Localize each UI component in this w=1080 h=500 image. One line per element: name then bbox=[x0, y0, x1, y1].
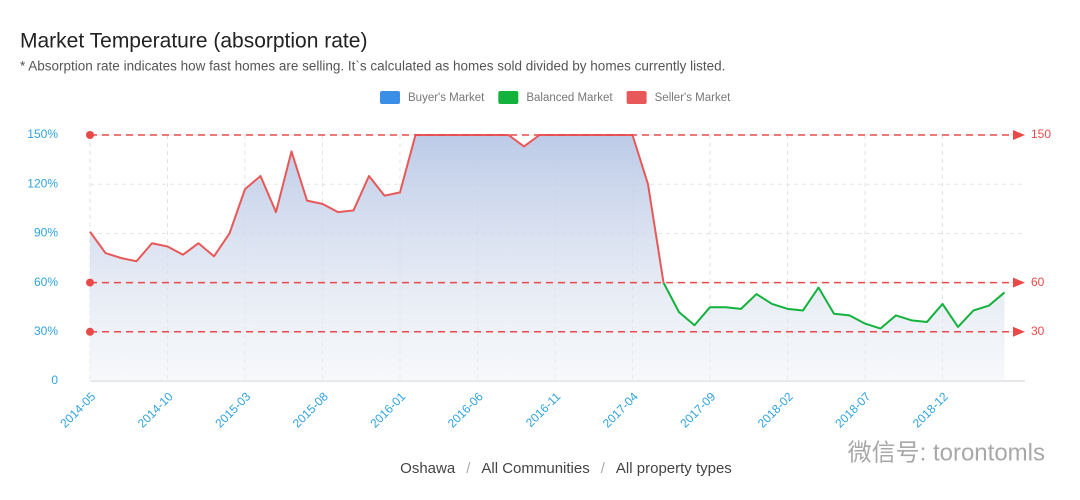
x-tick-label: 2016-06 bbox=[445, 389, 486, 430]
area bbox=[90, 135, 1005, 381]
x-tick-label: 2016-01 bbox=[367, 389, 408, 430]
breadcrumb-item: Oshawa bbox=[400, 460, 456, 477]
threshold-dot bbox=[86, 131, 94, 139]
breadcrumb: Oshawa / All Communities / All property type… bbox=[400, 460, 732, 477]
y-tick-label: 150% bbox=[27, 127, 58, 141]
x-tick-label: 2018-07 bbox=[832, 389, 873, 430]
threshold-arrow bbox=[1013, 130, 1025, 140]
breadcrumb-separator: / bbox=[466, 460, 471, 477]
x-tick-label: 2018-02 bbox=[755, 389, 796, 430]
legend-label: Balanced Market bbox=[526, 92, 613, 104]
line bbox=[662, 282, 1006, 330]
breadcrumb-separator: / bbox=[601, 460, 606, 477]
x-tick-label: 2015-03 bbox=[212, 389, 253, 430]
line bbox=[89, 134, 665, 283]
x-tick-label: 2016-11 bbox=[523, 389, 564, 430]
threshold-label: 60 bbox=[1031, 275, 1045, 289]
chart-title: Market Temperature (absorption rate) bbox=[20, 30, 367, 53]
y-tick-label: 60% bbox=[34, 275, 58, 289]
threshold-arrow bbox=[1013, 277, 1025, 288]
y-tick-label: 120% bbox=[27, 176, 58, 190]
y-tick-label: 30% bbox=[34, 324, 58, 338]
x-tick-label: 2018-12 bbox=[910, 389, 951, 430]
breadcrumb-item: All property types bbox=[616, 460, 732, 477]
threshold-label: 150 bbox=[1031, 127, 1051, 141]
legend-label: Buyer's Market bbox=[408, 92, 485, 104]
x-tick-label: 2015-08 bbox=[290, 389, 331, 430]
x-tick-label: 2017-04 bbox=[600, 389, 641, 430]
threshold-label: 30 bbox=[1031, 324, 1045, 338]
legend-swatch bbox=[626, 91, 647, 104]
threshold-dot bbox=[86, 278, 94, 287]
y-tick-label: 0 bbox=[51, 373, 58, 387]
legend-label: Seller's Market bbox=[655, 92, 731, 104]
breadcrumb-item: All Communities bbox=[481, 460, 589, 477]
x-tick-label: 2014-05 bbox=[57, 389, 98, 430]
legend-swatch bbox=[380, 91, 400, 104]
x-tick-label: 2014-10 bbox=[135, 389, 176, 430]
chart-subtitle: * Absorption rate indicates how fast hom… bbox=[20, 59, 725, 74]
y-tick-label: 90% bbox=[34, 226, 58, 240]
legend-swatch bbox=[498, 91, 519, 104]
watermark: 微信号: torontomls bbox=[848, 439, 1045, 466]
x-tick-label: 2017-09 bbox=[677, 389, 718, 430]
threshold-dot bbox=[86, 327, 94, 336]
threshold-arrow bbox=[1013, 326, 1025, 337]
